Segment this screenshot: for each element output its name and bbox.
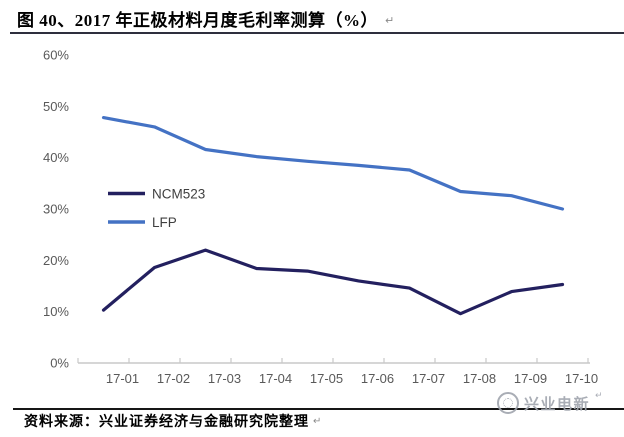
x-axis-label: 17-03 <box>208 371 241 386</box>
legend-label-lfp: LFP <box>152 215 177 230</box>
y-axis-label: 50% <box>43 99 69 114</box>
x-axis-label: 17-08 <box>463 371 496 386</box>
source-note: 资料来源：兴业证券经济与金融研究院整理 ↵ <box>24 411 322 431</box>
paragraph-return-icon: ↵ <box>595 390 603 400</box>
x-axis-label: 17-06 <box>361 371 394 386</box>
paragraph-return-icon: ↵ <box>313 416 323 427</box>
title-divider-rule <box>10 32 624 34</box>
x-axis-label: 17-01 <box>106 371 139 386</box>
brand-watermark-text: 兴业电新 <box>524 395 591 413</box>
x-axis-label: 17-04 <box>259 371 292 386</box>
x-axis-label: 17-09 <box>514 371 547 386</box>
x-axis-label: 17-02 <box>157 371 190 386</box>
x-axis-label: 17-05 <box>310 371 343 386</box>
paragraph-return-icon: ↵ <box>385 14 395 27</box>
ncm523-line <box>101 248 565 316</box>
y-axis-label: 0% <box>50 356 69 371</box>
legend-label-ncm523: NCM523 <box>152 187 205 202</box>
footer-divider-rule <box>13 408 624 410</box>
y-axis-label: 30% <box>43 202 69 217</box>
x-axis-label: 17-07 <box>412 371 445 386</box>
y-axis-label: 40% <box>43 150 69 165</box>
y-axis-label: 10% <box>43 304 69 319</box>
brand-logo-icon <box>497 392 519 414</box>
y-axis-label: 60% <box>43 48 69 63</box>
gross-margin-line-chart: 0% 10% 20% 30% 40% 50% 60% 17-01 17-02 17-03 17-04… <box>43 48 598 387</box>
x-axis-label: 17-10 <box>565 371 598 386</box>
y-axis-label: 20% <box>43 253 69 268</box>
figure-title-text: 图 40、2017 年正极材料月度毛利率测算（%） <box>17 11 378 30</box>
figure-title: 图 40、2017 年正极材料月度毛利率测算（%） ↵ <box>17 6 395 31</box>
source-note-text: 资料来源：兴业证券经济与金融研究院整理 <box>24 415 309 430</box>
lfp-line <box>101 115 565 211</box>
chart-area: 0% 10% 20% 30% 40% 50% 60% 17-01 17-02 17-03 17-04… <box>25 45 621 397</box>
brand-watermark: 兴业电新 ↵ <box>497 390 603 414</box>
